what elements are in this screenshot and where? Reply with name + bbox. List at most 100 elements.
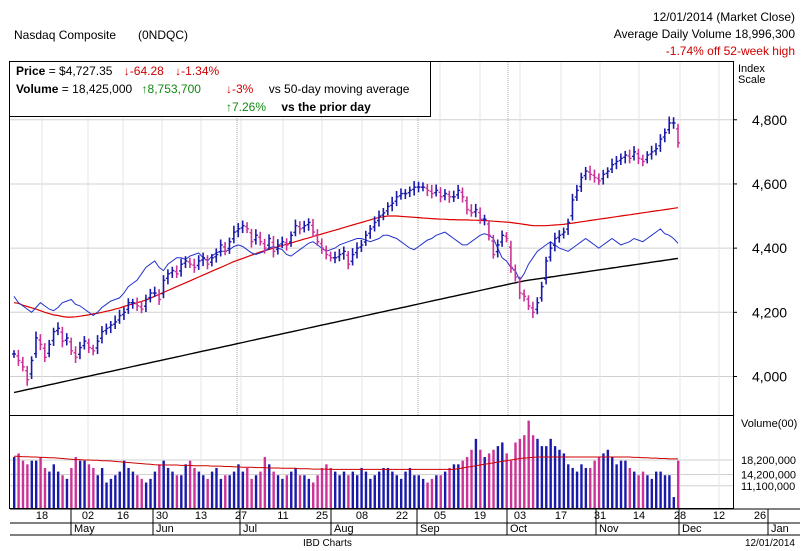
volume-bar xyxy=(285,475,289,508)
price-bar xyxy=(548,241,553,262)
price-bar xyxy=(183,256,188,269)
volume-bar xyxy=(136,475,139,508)
price-bar xyxy=(394,191,399,207)
index-name: Nasdaq Composite xyxy=(14,28,117,42)
price-bar xyxy=(337,249,342,262)
volume-bar xyxy=(452,464,456,508)
volume-bar xyxy=(268,464,271,508)
price-bar xyxy=(649,145,654,160)
price-bar xyxy=(614,156,619,170)
price-bar xyxy=(333,251,338,264)
volume-bar xyxy=(399,478,403,508)
price-bar xyxy=(482,214,487,226)
volume-bar xyxy=(589,467,592,508)
index-scale-label: Index Scale xyxy=(738,63,766,86)
price-bar xyxy=(161,275,166,299)
volume-bar xyxy=(312,482,315,508)
price-bar xyxy=(236,223,241,238)
volume-bar xyxy=(298,475,302,508)
price-bar xyxy=(130,298,135,309)
volume-bar xyxy=(65,478,69,508)
price-bar xyxy=(667,116,672,134)
price-bar xyxy=(605,167,610,179)
volume-bar xyxy=(281,478,284,508)
volume-bar xyxy=(171,471,174,508)
date-tick-label: 18 xyxy=(36,510,48,522)
volume-bar xyxy=(276,475,280,508)
volume-label: Volume xyxy=(16,82,59,96)
volume-bar xyxy=(347,475,350,508)
price-bar xyxy=(469,204,474,217)
price-bar xyxy=(460,187,465,203)
price-value: = $4,727.35 xyxy=(48,64,113,78)
month-label: Nov xyxy=(599,523,619,535)
volume-bar xyxy=(650,478,654,508)
date-tick-label: 11 xyxy=(277,510,288,522)
date-tick-label: 12 xyxy=(713,510,725,522)
date-tick-label: 13 xyxy=(195,510,207,522)
volume-bar xyxy=(457,464,460,508)
price-bar xyxy=(596,173,601,185)
volume-bar xyxy=(571,467,574,508)
price-bar xyxy=(165,269,170,285)
price-bar xyxy=(416,181,421,193)
price-bar xyxy=(280,236,285,249)
price-tick-label: 4,400 xyxy=(752,240,787,256)
price-bar xyxy=(192,258,197,273)
price-bar xyxy=(636,148,641,165)
price-bar xyxy=(29,356,34,380)
volume-bar xyxy=(668,475,671,508)
volume-bar xyxy=(417,475,420,508)
date-tick-label: 02 xyxy=(82,510,94,522)
volume-bar xyxy=(465,457,469,508)
price-bar xyxy=(293,219,298,237)
volume-bar xyxy=(17,453,20,508)
month-label: Jul xyxy=(243,523,257,535)
grid-lines: 4,800 4,600 4,400 4,200 4,000 18,200,000 14,20… xyxy=(10,62,800,536)
price-bar xyxy=(513,264,518,282)
price-bar xyxy=(319,238,324,254)
price-bar xyxy=(495,239,500,258)
month-label: Jun xyxy=(156,523,174,535)
price-bar xyxy=(245,222,250,234)
volume-bar xyxy=(241,471,245,508)
price-bar xyxy=(654,143,659,156)
volume-bar xyxy=(316,475,319,508)
price-bar xyxy=(456,184,461,200)
price-bar xyxy=(328,251,333,262)
volume-tick-label: 14,200,000 xyxy=(741,470,796,482)
price-bar xyxy=(143,294,148,312)
price-bar xyxy=(218,239,223,257)
down-arrow-icon: ↓ xyxy=(226,82,232,96)
price-bar xyxy=(12,350,16,358)
price-bar xyxy=(508,240,513,273)
month-label: Dec xyxy=(682,523,702,535)
volume-line: Volume = 18,425,000 ↑8,753,700 xyxy=(16,82,201,96)
volume-bar xyxy=(628,467,632,508)
price-line: Price = $4,727.35 ↓-64.28 ↓-1.34% xyxy=(16,64,219,78)
average-volume: Average Daily Volume 18,996,300 xyxy=(613,27,795,41)
price-bar xyxy=(148,288,153,303)
date-tick-label: 28 xyxy=(674,510,686,522)
up-arrow-icon: ↑ xyxy=(226,100,232,114)
price-bar xyxy=(350,248,355,266)
price-bar xyxy=(253,229,258,245)
volume-pct-50: -3% xyxy=(232,82,254,96)
price-bar xyxy=(73,346,78,364)
footer-date: 12/01/2014 xyxy=(744,538,795,549)
volume-bar xyxy=(562,453,566,508)
price-bar xyxy=(139,301,144,314)
price-bar xyxy=(170,266,175,278)
vs50-line: ↓-3% vs 50-day moving average xyxy=(226,82,409,96)
volume-bar xyxy=(78,460,82,508)
volume-bar xyxy=(127,467,130,508)
price-bar xyxy=(311,218,316,238)
volume-bar xyxy=(342,471,346,508)
price-bar xyxy=(504,232,509,243)
price-bar xyxy=(412,181,417,196)
volume-bar xyxy=(584,467,588,508)
volume-bar xyxy=(325,464,328,508)
volume-bar xyxy=(263,457,267,508)
price-bar xyxy=(429,184,434,199)
